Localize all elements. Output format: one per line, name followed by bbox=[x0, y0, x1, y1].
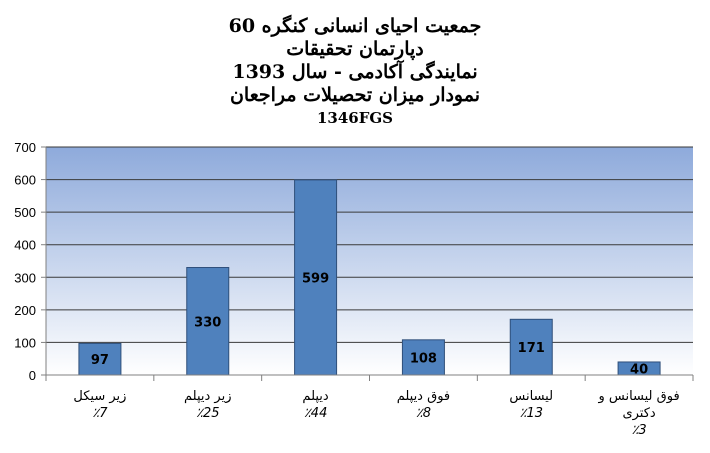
x-category-label: فوق لیسانس و bbox=[597, 389, 679, 404]
bar bbox=[401, 339, 445, 376]
x-category-percent: ٪7 bbox=[92, 406, 108, 421]
x-category-label: لیسانس bbox=[509, 389, 553, 404]
plot-area bbox=[46, 147, 693, 375]
x-category-percent: ٪3 bbox=[631, 423, 646, 438]
x-category-label: زیر سیکل bbox=[73, 389, 126, 404]
y-tick-label: 600 bbox=[14, 173, 36, 188]
x-category-label: فوق دیپلم bbox=[397, 389, 450, 404]
title-line-5: 1346FGS bbox=[317, 109, 393, 127]
bar bbox=[509, 318, 553, 376]
title-line-3: نمایندگی آکادمی - سال 1393 bbox=[232, 59, 477, 83]
x-category-percent: ٪44 bbox=[304, 406, 328, 421]
x-category-percent: ٪13 bbox=[519, 406, 543, 421]
chart-title: جمعیت احیای انسانی کنگره 60 دپارتمان تحق… bbox=[229, 14, 482, 127]
data-label: 171 bbox=[518, 341, 545, 356]
x-axis: زیر سیکل ٪7 زیر دیپلم ٪25 دیپلم ٪44 فوق دیپلم ٪… bbox=[45, 374, 694, 438]
y-tick-label: 500 bbox=[14, 205, 36, 220]
title-line-2: دپارتمان تحقیقات bbox=[286, 38, 424, 60]
gridlines bbox=[46, 146, 693, 343]
y-axis: 0 100 200 300 400 500 600 700 bbox=[14, 140, 47, 383]
data-label: 330 bbox=[194, 315, 221, 330]
x-category-label: زیر دیپلم bbox=[184, 389, 232, 404]
title-line-1: جمعیت احیای انسانی کنگره 60 bbox=[229, 14, 482, 37]
y-tick-label: 200 bbox=[14, 303, 36, 318]
data-label: 108 bbox=[410, 351, 437, 366]
data-label: 599 bbox=[302, 271, 329, 286]
bar bbox=[294, 179, 338, 376]
y-tick-label: 100 bbox=[14, 335, 36, 350]
y-tick-label: 700 bbox=[14, 140, 36, 155]
y-tick-label: 300 bbox=[14, 270, 36, 285]
y-tick-label: 0 bbox=[29, 368, 36, 383]
bars: 97 330 599 108 171 40 bbox=[78, 179, 661, 377]
x-category-label: دکتری bbox=[622, 406, 655, 421]
data-label: 97 bbox=[91, 353, 109, 368]
data-label: 40 bbox=[630, 362, 648, 377]
title-line-4: نمودار میزان تحصیلات مراجعان bbox=[230, 84, 480, 106]
x-category-percent: ٪25 bbox=[196, 406, 220, 421]
x-category-percent: ٪8 bbox=[416, 406, 431, 421]
y-tick-label: 400 bbox=[14, 238, 36, 253]
x-category-label: دیپلم bbox=[302, 389, 328, 404]
